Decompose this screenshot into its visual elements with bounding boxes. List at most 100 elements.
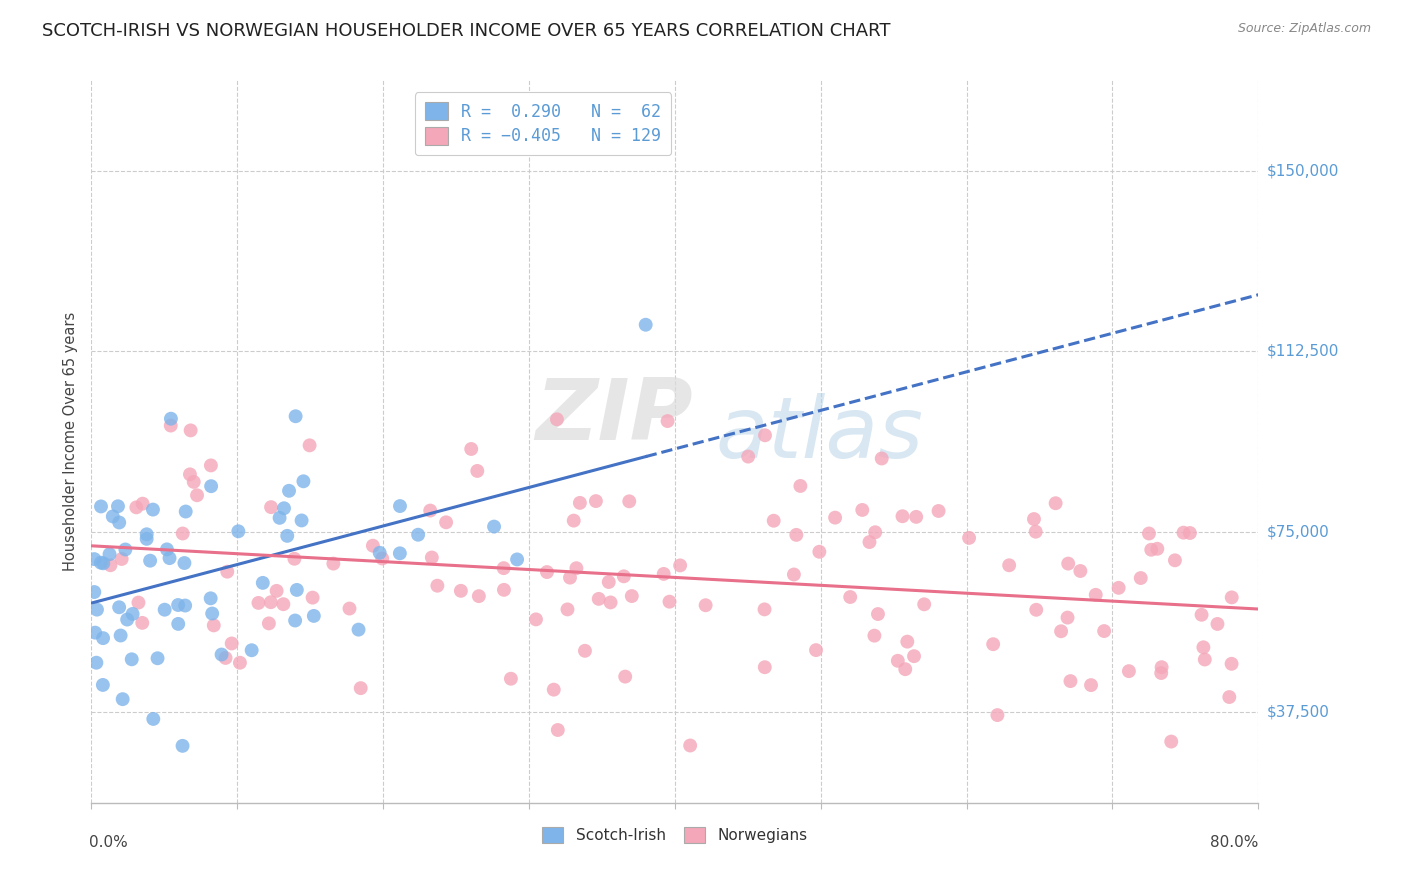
Point [186, 488, 208, 502]
Text: ZIP: ZIP [534, 375, 693, 458]
Point [492, 561, 515, 575]
Point [283, 551, 305, 566]
Point [598, 574, 620, 589]
Point [465, 464, 488, 478]
Point [153, 603, 176, 617]
Point [298, 438, 321, 452]
Point [824, 510, 846, 524]
Point [754, 428, 776, 442]
Point [1146, 541, 1168, 556]
Point [159, 418, 181, 433]
Text: $75,000: $75,000 [1267, 524, 1330, 540]
Point [368, 546, 391, 560]
Point [998, 558, 1021, 573]
Point [135, 532, 157, 546]
Point [599, 595, 621, 609]
Point [284, 614, 307, 628]
Point [1218, 690, 1240, 704]
Text: $112,500: $112,500 [1267, 343, 1339, 359]
Point [986, 708, 1008, 723]
Point [100, 558, 122, 573]
Point [634, 318, 657, 332]
Point [870, 451, 893, 466]
Point [160, 411, 183, 425]
Point [1164, 553, 1187, 567]
Point [276, 529, 298, 543]
Point [1194, 652, 1216, 666]
Point [217, 565, 239, 579]
Text: 80.0%: 80.0% [1211, 835, 1258, 850]
Point [156, 542, 179, 557]
Point [426, 579, 449, 593]
Point [201, 607, 224, 621]
Point [1025, 524, 1047, 539]
Point [111, 692, 134, 706]
Text: atlas: atlas [716, 392, 924, 475]
Point [260, 500, 283, 515]
Point [173, 556, 195, 570]
Point [912, 597, 935, 611]
Point [658, 595, 681, 609]
Point [754, 602, 776, 616]
Point [240, 643, 263, 657]
Point [492, 582, 515, 597]
Point [1050, 624, 1073, 639]
Point [652, 566, 675, 581]
Point [1057, 557, 1080, 571]
Point [91, 678, 114, 692]
Point [269, 511, 291, 525]
Point [214, 651, 236, 665]
Point [211, 648, 233, 662]
Point [139, 554, 162, 568]
Point [695, 599, 717, 613]
Point [142, 712, 165, 726]
Point [547, 723, 569, 737]
Point [247, 596, 270, 610]
Point [460, 442, 482, 456]
Point [620, 589, 643, 603]
Point [1056, 610, 1078, 624]
Point [183, 475, 205, 489]
Point [1045, 496, 1067, 510]
Point [928, 504, 950, 518]
Point [260, 595, 283, 609]
Point [86, 602, 108, 616]
Point [90, 556, 112, 570]
Point [536, 565, 558, 579]
Point [482, 519, 505, 533]
Point [894, 662, 917, 676]
Point [273, 501, 295, 516]
Point [284, 409, 307, 424]
Point [406, 527, 429, 541]
Point [252, 575, 274, 590]
Point [200, 591, 222, 606]
Point [762, 514, 785, 528]
Point [121, 607, 143, 621]
Point [903, 649, 925, 664]
Point [257, 616, 280, 631]
Point [419, 503, 441, 517]
Text: Source: ZipAtlas.com: Source: ZipAtlas.com [1237, 22, 1371, 36]
Point [1220, 591, 1243, 605]
Point [905, 509, 928, 524]
Point [804, 643, 827, 657]
Point [167, 616, 190, 631]
Point [221, 636, 243, 650]
Point [167, 598, 190, 612]
Point [131, 615, 153, 630]
Point [783, 567, 806, 582]
Point [543, 682, 565, 697]
Point [98, 547, 121, 561]
Point [172, 739, 194, 753]
Point [302, 608, 325, 623]
Point [115, 613, 138, 627]
Point [174, 504, 197, 518]
Point [896, 634, 918, 648]
Text: $37,500: $37,500 [1267, 705, 1330, 720]
Point [388, 499, 411, 513]
Point [851, 503, 873, 517]
Point [84, 625, 107, 640]
Point [200, 479, 222, 493]
Point [863, 525, 886, 540]
Point [1080, 678, 1102, 692]
